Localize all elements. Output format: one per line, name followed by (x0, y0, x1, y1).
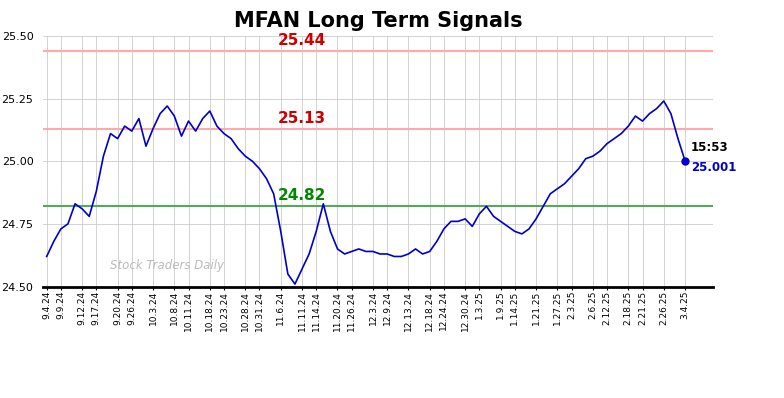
Text: 25.001: 25.001 (691, 161, 736, 174)
Text: 24.82: 24.82 (278, 188, 326, 203)
Text: 25.44: 25.44 (278, 33, 326, 48)
Text: 25.13: 25.13 (278, 111, 326, 126)
Text: 15:53: 15:53 (691, 140, 728, 154)
Text: Stock Traders Daily: Stock Traders Daily (110, 259, 224, 271)
Title: MFAN Long Term Signals: MFAN Long Term Signals (234, 12, 523, 31)
